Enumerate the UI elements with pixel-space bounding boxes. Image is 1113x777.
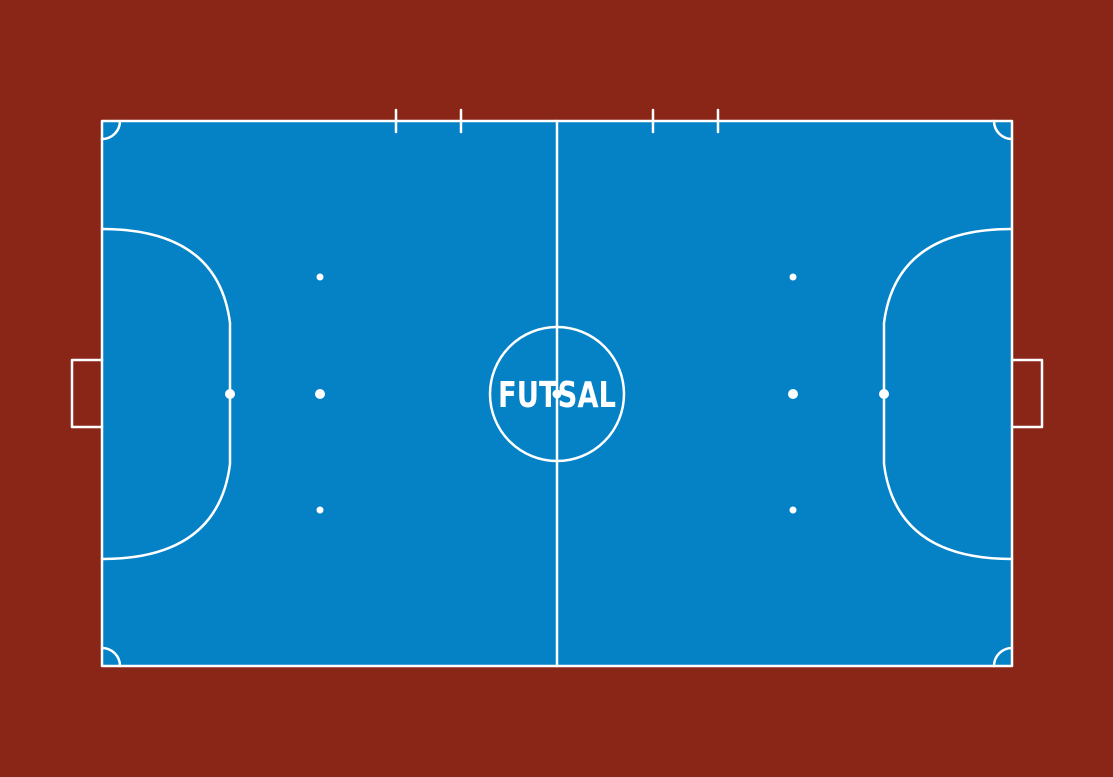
- corner-arc-bottom-left: [100, 646, 122, 668]
- right-bottom-mark: [789, 506, 797, 514]
- left-penalty-mark: [225, 389, 235, 399]
- left-top-mark: [316, 273, 324, 281]
- left-goal: [70, 358, 104, 429]
- center-spot: [552, 389, 562, 399]
- corner-arc-bottom-right: [992, 646, 1014, 668]
- right-top-mark: [789, 273, 797, 281]
- right-penalty-mark: [879, 389, 889, 399]
- left-bottom-mark: [316, 506, 324, 514]
- corner-arc-top-left: [100, 119, 122, 141]
- right-second-penalty-mark: [788, 389, 798, 399]
- right-goal: [1010, 358, 1044, 429]
- center-circle: [488, 325, 626, 463]
- corner-arc-top-right: [992, 119, 1014, 141]
- left-second-penalty-mark: [315, 389, 325, 399]
